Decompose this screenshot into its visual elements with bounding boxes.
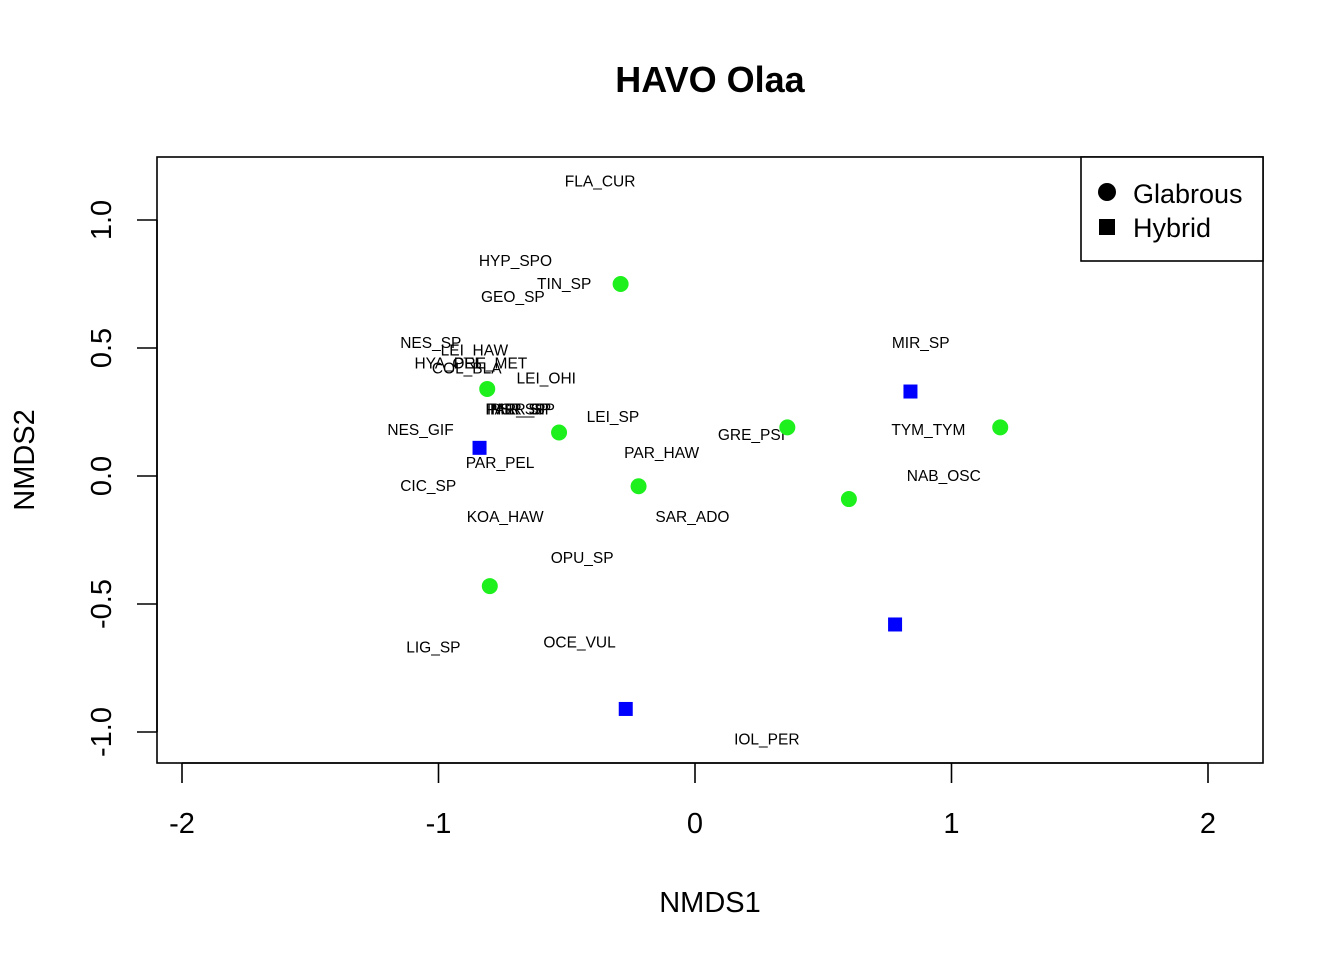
hybrid-point: [472, 440, 487, 455]
species-label: ORE_MET: [452, 355, 527, 372]
x-tick-label: 2: [1200, 808, 1216, 840]
x-axis: -2 -1 0 1 2: [169, 762, 1216, 840]
y-tick-label: 0.0: [86, 456, 118, 496]
glabrous-point: [612, 276, 629, 292]
species-label: OPU_SP: [551, 550, 614, 567]
species-label: LEI_HAW: [441, 343, 509, 360]
y-tick-label: 1.0: [86, 200, 118, 240]
x-tick-label: -2: [169, 808, 195, 840]
species-label: IOL_PER: [734, 732, 799, 749]
species-label: PSR_SP: [490, 401, 551, 418]
glabrous-point: [551, 424, 568, 441]
x-tick-label: -1: [426, 808, 452, 840]
species-label: HYA_PEL: [414, 355, 483, 372]
y-axis: -1.0 -0.5 0.0 0.5 1.0: [86, 200, 158, 757]
chart-title: HAVO Olaa: [615, 59, 805, 100]
legend-square-icon: [1099, 219, 1115, 235]
species-label: FLA_CUR: [565, 174, 636, 191]
x-axis-label: NMDS1: [659, 887, 761, 919]
x-tick-label: 0: [687, 808, 703, 840]
site-points: [472, 276, 1009, 716]
species-label: LEI_OHI: [517, 371, 576, 388]
species-label: GEO_SP: [481, 289, 545, 306]
legend-box: [1080, 156, 1264, 262]
species-label: OCE_VUL: [543, 634, 616, 651]
species-label: COL_BLA: [432, 360, 502, 377]
species-label: LEI_SP: [587, 409, 640, 426]
species-label: MIR_SP: [892, 335, 950, 352]
species-label: SAR_ADO: [655, 509, 729, 526]
glabrous-point: [779, 419, 796, 436]
glabrous-point: [481, 578, 498, 595]
hybrid-point: [888, 617, 903, 632]
legend-label-hybrid: Hybrid: [1133, 213, 1211, 243]
y-axis-label: NMDS2: [9, 409, 41, 511]
species-label: CIC_SP: [400, 478, 456, 495]
glabrous-point: [479, 380, 496, 397]
y-tick-label: -1.0: [86, 707, 118, 757]
legend: Glabrous Hybrid: [1080, 156, 1264, 262]
species-label: TYM_TYM: [891, 422, 965, 439]
hybrid-point: [903, 384, 918, 399]
species-label: PAR_SP: [485, 401, 545, 418]
glabrous-point: [992, 419, 1009, 436]
y-tick-label: -0.5: [86, 579, 118, 629]
hybrid-point: [618, 701, 633, 716]
species-label: KOA_HAW: [467, 509, 544, 526]
y-tick-label: 0.5: [86, 328, 118, 368]
species-label: NES_GIF: [387, 422, 453, 439]
species-label: NES_SP: [400, 335, 461, 352]
species-label: NAB_OSC: [907, 468, 981, 485]
species-label: MER_SP: [491, 401, 555, 418]
x-tick-label: 1: [943, 808, 959, 840]
legend-circle-icon: [1098, 183, 1116, 201]
species-label: LIG_SP: [406, 640, 460, 657]
species-label: PHR_SP: [487, 401, 549, 418]
species-label: GRE_PSI: [718, 427, 785, 444]
species-label: HYP_SPO: [479, 253, 552, 270]
species-label: PAR_PEL: [466, 455, 535, 472]
glabrous-point: [630, 478, 647, 495]
glabrous-point: [840, 491, 857, 508]
legend-label-glabrous: Glabrous: [1133, 179, 1243, 209]
species-label: TIN_SP: [537, 276, 591, 293]
species-label: PAR_HAW: [624, 445, 699, 462]
